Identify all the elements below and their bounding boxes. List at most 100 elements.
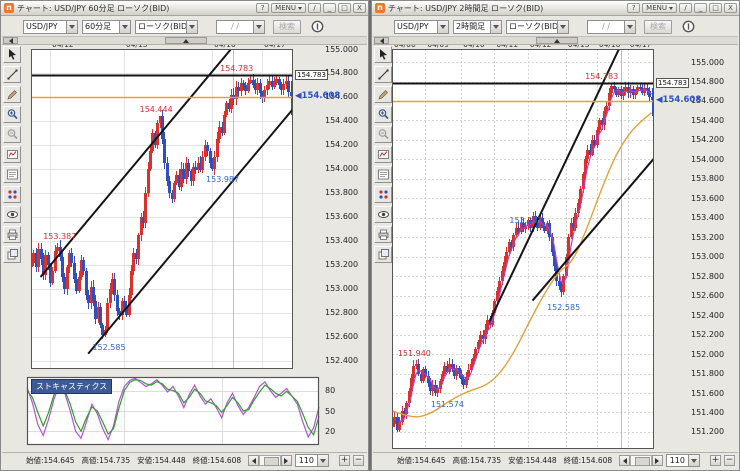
chart-type-value: ローソク(BID) bbox=[138, 21, 186, 31]
date-value: / / bbox=[231, 21, 239, 31]
chart-type-select[interactable]: ローソク(BID) bbox=[135, 19, 198, 34]
chart-toolbar: USD/JPY 60分足 ローソク(BID) / / 検索 bbox=[1, 16, 368, 37]
scroll-left-button[interactable] bbox=[619, 455, 631, 466]
menu-label: MENU bbox=[275, 4, 296, 12]
date-input[interactable]: / / bbox=[216, 19, 265, 34]
symbol-select[interactable]: USD/JPY bbox=[394, 19, 449, 34]
zoom-in-icon[interactable] bbox=[374, 106, 392, 123]
bar-count-value: 110 bbox=[669, 456, 685, 465]
chevron-down-icon bbox=[298, 6, 302, 10]
price-list-icon[interactable] bbox=[374, 166, 392, 183]
search-button[interactable]: 検索 bbox=[273, 19, 301, 34]
info-icon-button[interactable] bbox=[681, 20, 695, 34]
copy-window-icon[interactable] bbox=[3, 246, 21, 263]
bar-count-select[interactable]: 110 bbox=[294, 454, 329, 467]
scrollbar-track[interactable] bbox=[259, 455, 281, 466]
symbol-value: USD/JPY bbox=[397, 21, 429, 31]
minimize-button[interactable]: _ bbox=[694, 3, 707, 13]
candlestick-chart-canvas[interactable] bbox=[390, 42, 730, 453]
trendline-tool-icon[interactable] bbox=[3, 66, 21, 83]
bar-count-value: 110 bbox=[298, 456, 314, 465]
maximize-button[interactable]: □ bbox=[338, 3, 351, 13]
cursor-icon[interactable] bbox=[3, 46, 21, 63]
chevron-down-icon bbox=[624, 20, 635, 33]
scroll-left-button[interactable] bbox=[248, 455, 260, 466]
collapse-strip bbox=[373, 36, 738, 45]
timeframe-value: 60分足 bbox=[85, 21, 112, 31]
open-value: 始値:154.645 bbox=[397, 456, 446, 465]
zoom-in-button[interactable]: + bbox=[339, 455, 350, 466]
help-button[interactable]: ? bbox=[256, 3, 270, 13]
panel-left-button[interactable] bbox=[3, 37, 18, 44]
titlebar[interactable]: n チャート: USD/JPY 60分足 ローソク(BID) ? MENU / … bbox=[1, 1, 368, 16]
menu-button[interactable]: MENU bbox=[642, 3, 677, 13]
copy-window-icon[interactable] bbox=[374, 246, 392, 263]
scroll-right-button[interactable] bbox=[651, 455, 663, 466]
chart-type-select[interactable]: ローソク(BID) bbox=[506, 19, 569, 34]
print-icon[interactable] bbox=[3, 226, 21, 243]
collapse-chart-button[interactable] bbox=[164, 37, 207, 44]
chevron-down-icon bbox=[669, 6, 673, 10]
chart-window-2hour: n チャート: USD/JPY 2時間足 ローソク(BID) ? MENU / … bbox=[371, 0, 740, 471]
menu-button[interactable]: MENU bbox=[271, 3, 306, 13]
drawing-toolbar bbox=[3, 46, 23, 263]
zoom-out-icon[interactable] bbox=[374, 126, 392, 143]
trendline-tool-icon[interactable] bbox=[374, 66, 392, 83]
color-settings-icon[interactable] bbox=[374, 186, 392, 203]
zoom-in-icon[interactable] bbox=[3, 106, 21, 123]
info-icon bbox=[682, 20, 694, 33]
chevron-down-icon bbox=[186, 20, 197, 33]
pen-button[interactable]: / bbox=[308, 3, 321, 13]
stochastic-chart-canvas[interactable] bbox=[25, 373, 369, 449]
pen-button[interactable]: / bbox=[679, 3, 692, 13]
zoom-out-button[interactable]: − bbox=[353, 455, 364, 466]
chart-type-value: ローソク(BID) bbox=[509, 21, 557, 31]
visibility-icon[interactable] bbox=[374, 206, 392, 223]
cursor-icon[interactable] bbox=[374, 46, 392, 63]
help-button[interactable]: ? bbox=[627, 3, 641, 13]
close-value: 終値:154.608 bbox=[192, 456, 242, 465]
panel-left-button[interactable] bbox=[374, 37, 389, 44]
collapse-chart-button[interactable] bbox=[535, 37, 578, 44]
timeframe-select[interactable]: 2時間足 bbox=[453, 19, 502, 34]
visibility-icon[interactable] bbox=[3, 206, 21, 223]
titlebar[interactable]: n チャート: USD/JPY 2時間足 ローソク(BID) ? MENU / … bbox=[372, 1, 739, 16]
draw-tool-icon[interactable] bbox=[3, 86, 21, 103]
indicator-icon[interactable] bbox=[374, 146, 392, 163]
scrollbar-thumb[interactable] bbox=[263, 457, 279, 466]
close-value: 終値:154.608 bbox=[563, 456, 613, 465]
price-list-icon[interactable] bbox=[3, 166, 21, 183]
chart-window-60min: n チャート: USD/JPY 60分足 ローソク(BID) ? MENU / … bbox=[0, 0, 369, 471]
candlestick-chart-canvas[interactable] bbox=[25, 42, 369, 373]
status-bar: 始値:154.645 高値:154.735 安値:154.448 終値:154.… bbox=[2, 452, 367, 468]
zoom-in-button[interactable]: + bbox=[710, 455, 721, 466]
close-button[interactable]: X bbox=[353, 3, 366, 13]
zoom-out-button[interactable]: − bbox=[724, 455, 735, 466]
scrollbar-thumb[interactable] bbox=[634, 457, 650, 466]
info-icon bbox=[311, 20, 323, 33]
timeframe-select[interactable]: 60分足 bbox=[82, 19, 131, 34]
chevron-down-icon bbox=[557, 20, 568, 33]
open-value: 始値:154.645 bbox=[26, 456, 75, 465]
print-icon[interactable] bbox=[374, 226, 392, 243]
status-bar: 始値:154.645 高値:154.735 安値:154.448 終値:154.… bbox=[373, 452, 738, 468]
color-settings-icon[interactable] bbox=[3, 186, 21, 203]
date-input[interactable]: / / bbox=[587, 19, 636, 34]
indicator-icon[interactable] bbox=[3, 146, 21, 163]
minimize-button[interactable]: _ bbox=[323, 3, 336, 13]
close-button[interactable]: X bbox=[724, 3, 737, 13]
zoom-out-icon[interactable] bbox=[3, 126, 21, 143]
symbol-value: USD/JPY bbox=[26, 21, 58, 31]
bar-count-select[interactable]: 110 bbox=[665, 454, 700, 467]
menu-label: MENU bbox=[646, 4, 667, 12]
draw-tool-icon[interactable] bbox=[374, 86, 392, 103]
search-button[interactable]: 検索 bbox=[644, 19, 672, 34]
symbol-select[interactable]: USD/JPY bbox=[23, 19, 78, 34]
chevron-down-icon bbox=[688, 455, 699, 466]
scrollbar-track[interactable] bbox=[630, 455, 652, 466]
low-value: 安値:154.448 bbox=[137, 456, 186, 465]
info-icon-button[interactable] bbox=[310, 20, 324, 34]
maximize-button[interactable]: □ bbox=[709, 3, 722, 13]
chevron-down-icon bbox=[317, 455, 328, 466]
scroll-right-button[interactable] bbox=[280, 455, 292, 466]
